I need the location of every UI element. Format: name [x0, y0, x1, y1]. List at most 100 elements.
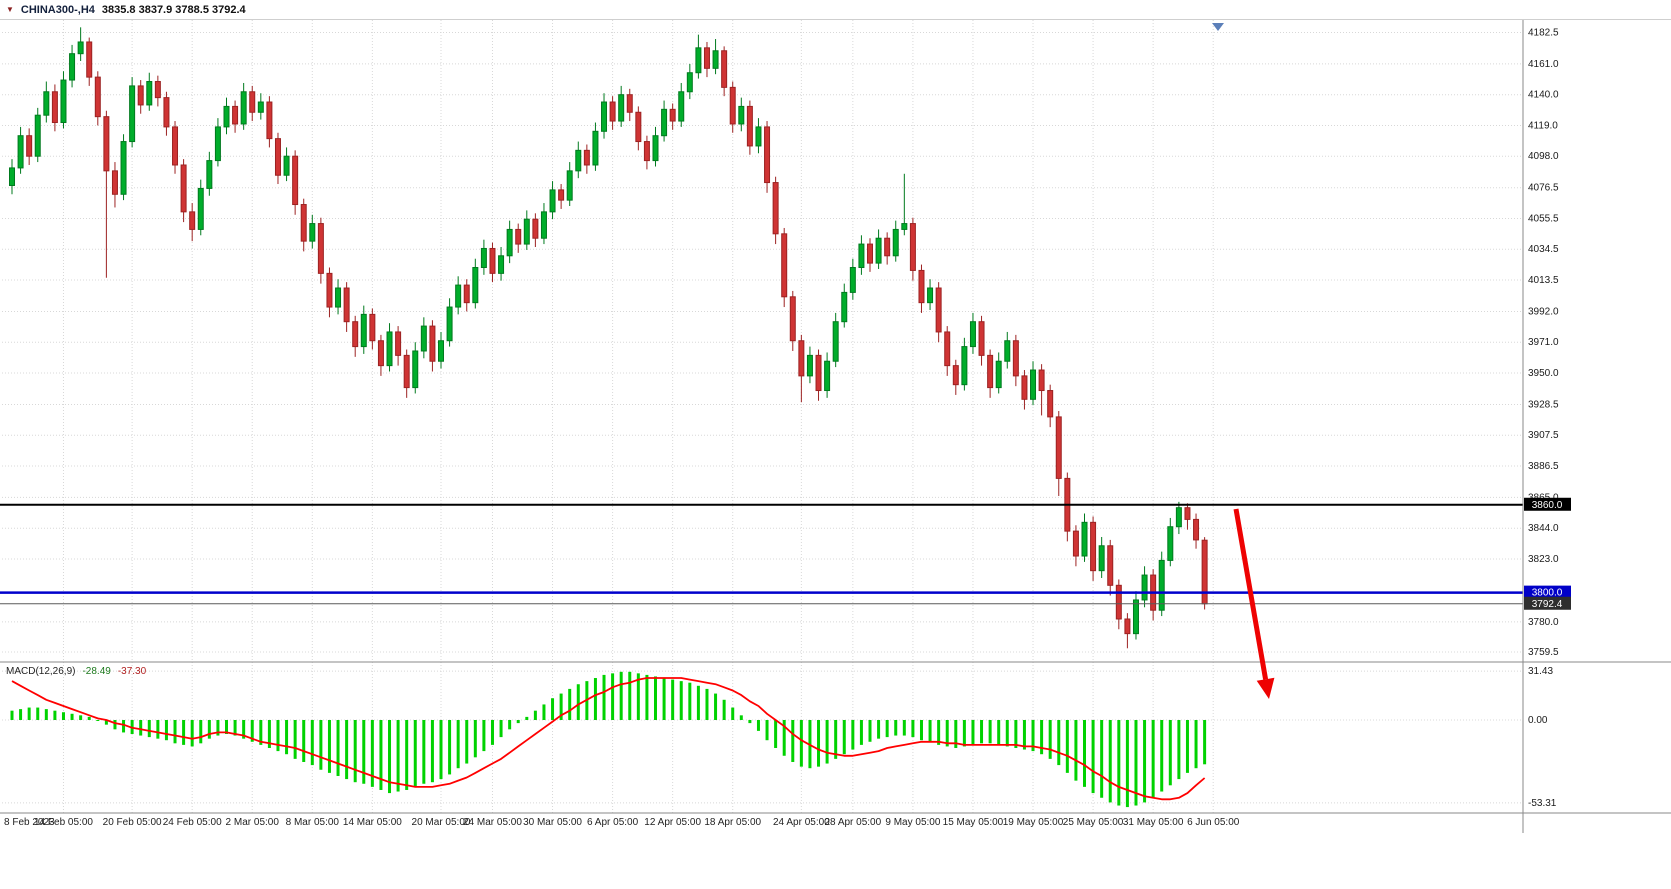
candle: [712, 39, 719, 75]
macd-histogram-bar: [1083, 720, 1086, 787]
date-label: 20 Feb 05:00: [103, 817, 162, 828]
candle: [1184, 503, 1191, 530]
candle: [987, 349, 994, 398]
trend-arrow-annotation[interactable]: [1233, 508, 1275, 699]
macd-histogram-bar: [113, 720, 117, 730]
macd-histogram-bar: [19, 709, 23, 720]
candle: [832, 312, 839, 368]
macd-histogram-bar: [576, 684, 580, 720]
candle: [652, 126, 659, 167]
candle: [772, 176, 779, 245]
candle: [575, 141, 582, 179]
date-label: 2 Mar 05:00: [226, 817, 280, 828]
price-axis-label: 3992.0: [1528, 306, 1559, 317]
price-badge: [1524, 497, 1571, 511]
macd-histogram-bar: [945, 720, 949, 747]
candle: [1064, 472, 1071, 542]
candle: [540, 203, 547, 245]
macd-histogram-bar: [259, 720, 263, 745]
chart-plot-area[interactable]: [2, 20, 1523, 813]
macd-histogram-bar: [79, 715, 83, 720]
macd-histogram-bar: [705, 688, 709, 720]
macd-histogram-bar: [817, 720, 821, 767]
candle: [189, 203, 196, 242]
macd-histogram-bar: [250, 720, 254, 742]
candle: [455, 276, 462, 315]
candle: [420, 317, 427, 359]
candle: [1158, 551, 1165, 617]
macd-histogram-bar: [568, 688, 572, 720]
macd-histogram-bar: [1117, 720, 1121, 806]
price-badge-label: 3860.0: [1532, 500, 1563, 511]
macd-histogram-bar: [362, 720, 366, 784]
candle: [154, 75, 161, 107]
candle: [309, 214, 316, 249]
macd-histogram-bar: [1194, 720, 1198, 769]
macd-histogram-bar: [602, 674, 606, 720]
chart-title-bar: ▼ CHINA300-,H4 3835.8 3837.9 3788.5 3792…: [0, 0, 246, 19]
candle: [678, 82, 685, 127]
macd-histogram-bar: [765, 720, 769, 741]
macd-histogram-bar: [542, 704, 546, 720]
candle: [824, 352, 831, 398]
date-label: 12 Apr 05:00: [644, 817, 701, 828]
time-axis[interactable]: [0, 813, 1671, 833]
candle: [1098, 536, 1105, 578]
macd-histogram-bar: [465, 720, 469, 764]
candle: [206, 151, 213, 196]
candle: [515, 223, 522, 253]
chart-shift-marker[interactable]: [1212, 23, 1224, 31]
macd-histogram-bar: [499, 720, 503, 738]
candle: [51, 84, 58, 132]
candle: [944, 326, 951, 376]
macd-histogram-bar: [679, 681, 683, 720]
macd-histogram-bar: [233, 720, 237, 736]
candle: [566, 162, 573, 206]
macd-histogram-bar: [439, 720, 443, 780]
symbol-dropdown-icon[interactable]: ▼: [6, 4, 14, 14]
candle: [472, 258, 479, 309]
price-axis[interactable]: [1523, 20, 1671, 813]
candle: [60, 71, 67, 129]
macd-histogram-bar: [199, 720, 203, 744]
macd-histogram-bar: [825, 720, 829, 764]
macd-scale-label: 0.00: [1528, 715, 1548, 726]
macd-histogram-bar: [593, 678, 597, 720]
date-label: 24 Feb 05:00: [163, 817, 222, 828]
candle: [523, 210, 530, 250]
macd-histogram-bar: [396, 720, 400, 792]
macd-histogram-bar: [988, 720, 992, 744]
candle: [1193, 513, 1200, 549]
candle: [927, 279, 934, 310]
price-axis-label: 3928.5: [1528, 399, 1559, 410]
price-axis-label: 3886.5: [1528, 461, 1559, 472]
macd-histogram-bar: [482, 720, 486, 752]
macd-histogram-bar: [628, 671, 632, 720]
candle: [1141, 566, 1148, 608]
date-label: 8 Feb 2023: [4, 817, 55, 828]
price-axis-label: 4076.5: [1528, 183, 1559, 194]
candle: [592, 122, 599, 171]
candle: [498, 247, 505, 281]
macd-histogram-bar: [164, 720, 168, 741]
price-axis-label: 4055.5: [1528, 213, 1559, 224]
candle: [403, 349, 410, 398]
macd-histogram-bar: [345, 720, 349, 780]
candle: [626, 88, 633, 122]
candle: [249, 85, 256, 122]
macd-histogram-bar: [1134, 720, 1138, 806]
candle: [489, 242, 496, 283]
macd-histogram-bar: [1065, 720, 1069, 773]
candle: [412, 342, 419, 394]
macd-signal-value: -37.30: [117, 666, 147, 677]
candle: [111, 162, 118, 208]
macd-histogram-bar: [1022, 720, 1026, 750]
candle: [721, 46, 728, 97]
candle: [395, 326, 402, 366]
candle: [1030, 361, 1037, 406]
candle-series: [9, 27, 1208, 649]
macd-histogram-bar: [525, 716, 529, 720]
macd-histogram-bar: [285, 720, 289, 755]
date-label: 19 May 05:00: [1003, 817, 1064, 828]
